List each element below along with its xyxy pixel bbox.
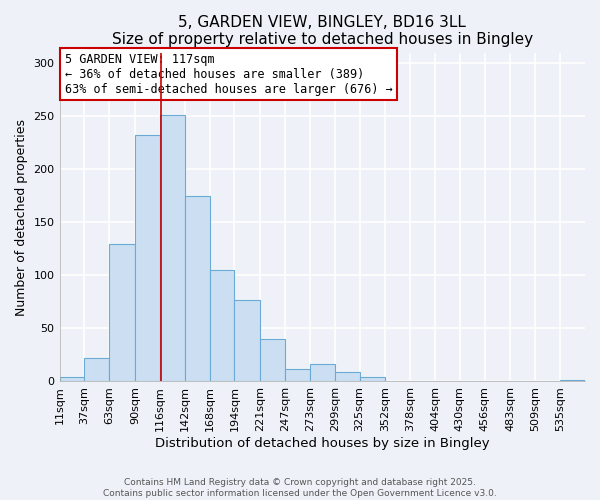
Text: Contains HM Land Registry data © Crown copyright and database right 2025.
Contai: Contains HM Land Registry data © Crown c… xyxy=(103,478,497,498)
Bar xyxy=(59,377,85,382)
X-axis label: Distribution of detached houses by size in Bingley: Distribution of detached houses by size … xyxy=(155,437,490,450)
Title: 5, GARDEN VIEW, BINGLEY, BD16 3LL
Size of property relative to detached houses i: 5, GARDEN VIEW, BINGLEY, BD16 3LL Size o… xyxy=(112,15,533,48)
Bar xyxy=(160,116,185,382)
Bar xyxy=(260,339,285,382)
Bar xyxy=(560,380,585,382)
Bar xyxy=(310,364,335,382)
Bar xyxy=(359,377,385,382)
Y-axis label: Number of detached properties: Number of detached properties xyxy=(15,118,28,316)
Text: 5 GARDEN VIEW: 117sqm
← 36% of detached houses are smaller (389)
63% of semi-det: 5 GARDEN VIEW: 117sqm ← 36% of detached … xyxy=(65,52,392,96)
Bar xyxy=(85,358,109,382)
Bar xyxy=(335,372,359,382)
Bar xyxy=(209,270,235,382)
Bar xyxy=(185,196,209,382)
Bar xyxy=(285,368,310,382)
Bar xyxy=(235,300,260,382)
Bar xyxy=(109,244,135,382)
Bar xyxy=(135,136,160,382)
